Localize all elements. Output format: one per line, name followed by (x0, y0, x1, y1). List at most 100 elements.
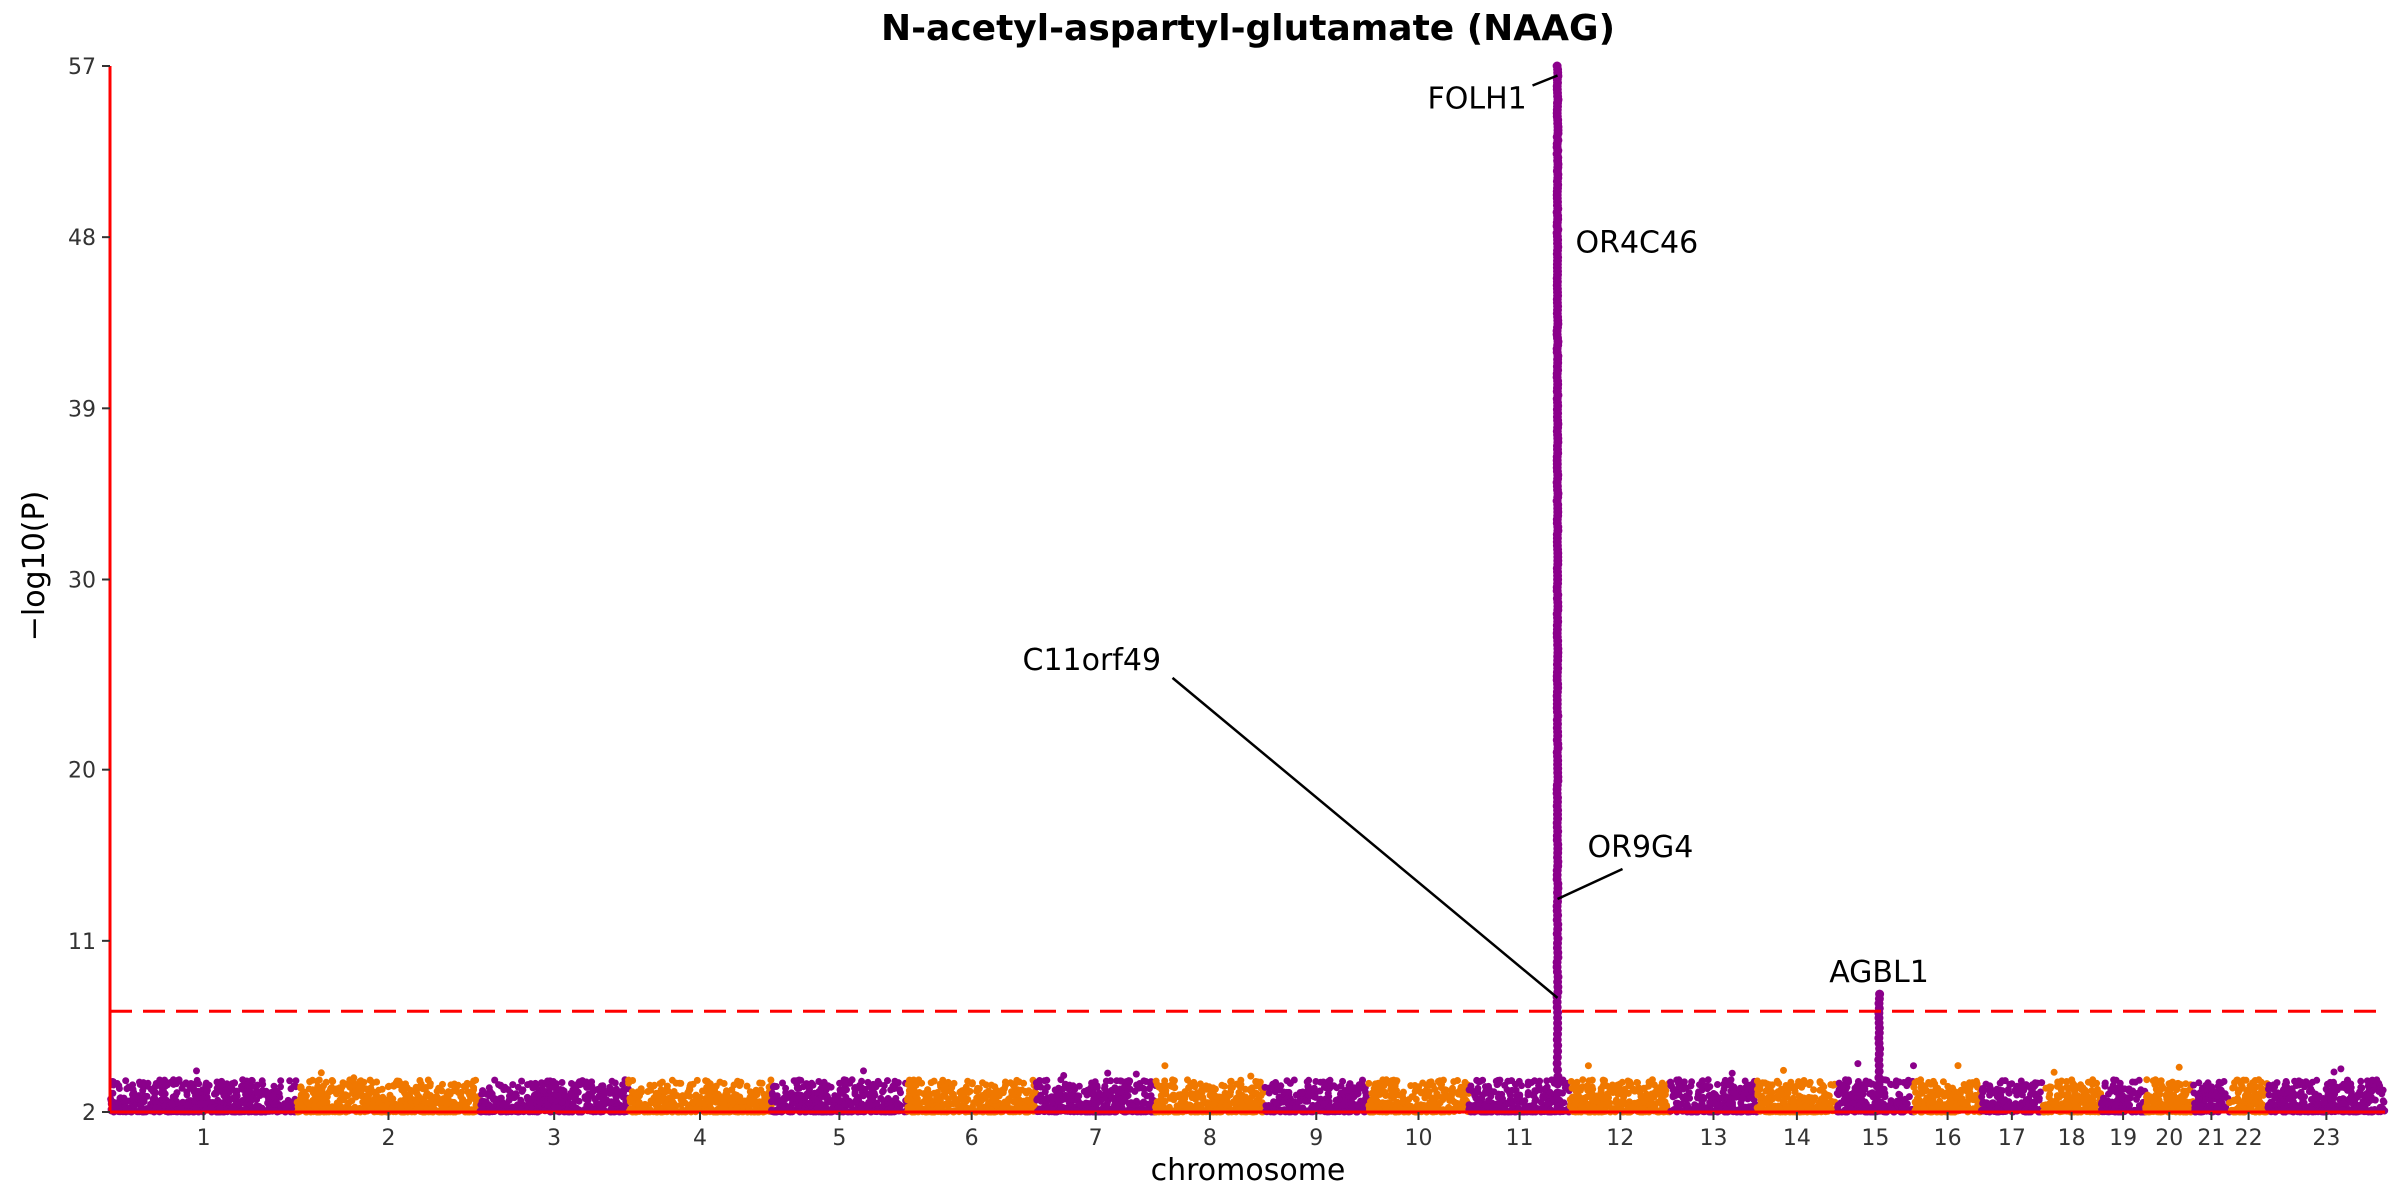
snp-point (711, 1085, 719, 1093)
snp-point (998, 1087, 1006, 1094)
snp-point (1719, 1088, 1727, 1096)
snp-point (897, 1089, 904, 1097)
snp-point (259, 1080, 267, 1088)
snp-point (1057, 1104, 1065, 1111)
snp-point (1810, 1086, 1818, 1094)
snp-point (253, 1096, 261, 1104)
snp-point (915, 1089, 923, 1096)
snp-point (397, 1097, 405, 1105)
snp-point (393, 1077, 401, 1085)
snp-point (1492, 1077, 1500, 1085)
snp-point (457, 1100, 465, 1108)
snp-point (737, 1078, 745, 1086)
snp-point (1651, 1088, 1659, 1096)
snp-point (1310, 1093, 1318, 1100)
snp-point (229, 1104, 237, 1112)
snp-point (1382, 1092, 1390, 1099)
snp-point (168, 1100, 176, 1108)
snp-point (1728, 1069, 1736, 1077)
snp-point (1029, 1089, 1037, 1097)
snp-point (944, 1078, 952, 1086)
snp-point (1599, 1082, 1607, 1090)
snp-point (1339, 1077, 1347, 1085)
snp-point (847, 1099, 855, 1107)
snp-point (1685, 1089, 1693, 1097)
snp-point (239, 1076, 247, 1084)
snp-point (1627, 1103, 1635, 1111)
snp-point (292, 1077, 300, 1085)
snp-point (948, 1084, 956, 1092)
snp-point (782, 1084, 790, 1092)
snp-point (1415, 1083, 1423, 1091)
snp-point (335, 1099, 343, 1107)
snp-point (1303, 1078, 1311, 1086)
chromosome-4-points (625, 1076, 775, 1116)
snp-point (569, 1100, 577, 1108)
snp-point (1227, 1077, 1235, 1085)
snp-point (945, 1095, 953, 1103)
snp-point (608, 1077, 616, 1085)
snp-point (614, 1087, 621, 1095)
snp-point (1475, 1099, 1483, 1107)
snp-point (277, 1083, 284, 1091)
snp-point (962, 1088, 970, 1095)
snp-point (907, 1096, 915, 1104)
snp-point (1191, 1083, 1199, 1091)
snp-point (478, 1105, 486, 1113)
snp-point (1387, 1080, 1394, 1088)
snp-point (797, 1094, 805, 1102)
snp-point (204, 1081, 212, 1089)
snp-point (1571, 1083, 1579, 1091)
snp-point (1370, 1085, 1378, 1093)
snp-point (269, 1091, 277, 1099)
snp-point (270, 1082, 278, 1090)
snp-point (1746, 1094, 1754, 1102)
snp-point (1633, 1079, 1641, 1086)
snp-point (207, 1099, 215, 1106)
snp-point (1589, 1103, 1597, 1111)
snp-point (1450, 1098, 1458, 1106)
snp-point (803, 1090, 811, 1098)
snp-point (214, 1081, 222, 1089)
snp-point (1104, 1069, 1112, 1077)
snp-point (612, 1094, 620, 1101)
snp-point (1312, 1078, 1320, 1085)
snp-point (600, 1087, 608, 1095)
snp-point (982, 1081, 990, 1089)
snp-point (310, 1102, 318, 1110)
snp-point (913, 1095, 921, 1103)
snp-point (1469, 1087, 1477, 1095)
snp-point (793, 1084, 801, 1092)
snp-point (422, 1092, 430, 1100)
snp-point (253, 1087, 261, 1095)
snp-point (908, 1086, 916, 1094)
snp-point (1054, 1097, 1062, 1105)
snp-point (1196, 1080, 1204, 1088)
snp-point (779, 1079, 786, 1087)
snp-point (720, 1080, 728, 1087)
snp-point (607, 1085, 615, 1093)
snp-point (1485, 1097, 1492, 1104)
snp-point (1220, 1082, 1228, 1090)
snp-point (344, 1101, 351, 1109)
snp-point (769, 1083, 777, 1091)
snp-point (346, 1083, 354, 1091)
snp-point (109, 1078, 117, 1086)
snp-point (859, 1092, 867, 1100)
snp-point (454, 1081, 462, 1089)
snp-point (378, 1102, 386, 1110)
chromosome-9-points (1261, 1076, 1371, 1116)
chromosome-12-points (1566, 1062, 1673, 1116)
snp-point (1286, 1079, 1294, 1087)
snp-point (1346, 1080, 1354, 1088)
snp-point (594, 1085, 602, 1093)
snp-point (626, 1098, 634, 1106)
snp-point (192, 1104, 200, 1112)
snp-point (1647, 1095, 1655, 1103)
snp-point (1295, 1097, 1303, 1105)
snp-point (869, 1080, 877, 1088)
snp-point (514, 1083, 522, 1091)
snp-point (827, 1083, 835, 1091)
snp-point (915, 1104, 923, 1112)
